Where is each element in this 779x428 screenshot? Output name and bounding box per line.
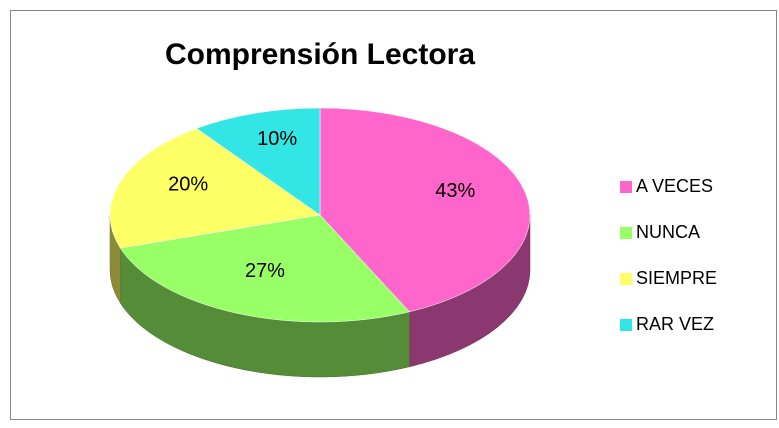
chart-title: Comprensión Lectora	[165, 38, 475, 71]
legend-label: SIEMPRE	[636, 268, 717, 288]
data-label: 20%	[168, 173, 208, 195]
legend-swatch	[620, 181, 632, 193]
pie-slice	[119, 214, 410, 323]
legend-swatch	[620, 227, 632, 239]
legend-label: RAR VEZ	[636, 314, 714, 334]
legend-swatch	[620, 273, 632, 285]
pie-slice	[196, 107, 321, 216]
legend-swatch	[620, 319, 632, 331]
data-label: 10%	[257, 128, 297, 150]
legend-label: NUNCA	[636, 222, 700, 242]
data-label: 43%	[435, 180, 475, 202]
pie-slice	[109, 128, 321, 249]
legend-label: A VECES	[636, 176, 713, 196]
data-label: 27%	[245, 260, 285, 282]
pie-slice	[319, 107, 531, 313]
